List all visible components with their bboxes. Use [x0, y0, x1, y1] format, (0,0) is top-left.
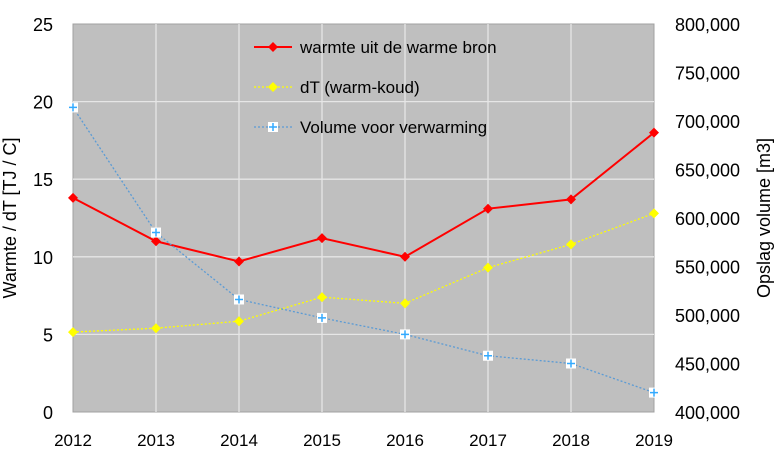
data-point	[234, 294, 244, 305]
y2-tick-label: 600,000	[675, 209, 740, 229]
data-point	[400, 251, 410, 262]
data-point	[268, 42, 278, 52]
y2-tick-label: 750,000	[675, 64, 740, 84]
x-tick-label: 2017	[469, 431, 507, 450]
data-point	[68, 192, 78, 203]
data-point	[268, 82, 278, 92]
legend-label: Volume voor verwarming	[300, 118, 487, 137]
legend-label: dT (warm-koud)	[300, 78, 420, 97]
data-point	[68, 102, 78, 113]
data-point	[566, 239, 576, 250]
y2-tick-label: 500,000	[675, 306, 740, 326]
x-tick-label: 2013	[137, 431, 175, 450]
x-tick-label: 2016	[386, 431, 424, 450]
data-point	[566, 194, 576, 205]
x-tick-label: 2014	[220, 431, 258, 450]
data-point	[268, 122, 278, 132]
y2-tick-label: 650,000	[675, 161, 740, 181]
y-tick-label: 15	[33, 170, 53, 190]
data-point	[483, 262, 493, 273]
data-point	[400, 329, 410, 340]
series-line	[72, 131, 655, 263]
data-point	[317, 233, 327, 244]
data-point	[151, 236, 161, 247]
data-point	[234, 256, 244, 267]
y-axis-label: Warmte / dT [TJ / C]	[0, 137, 20, 298]
data-point	[483, 203, 493, 214]
y2-tick-label: 400,000	[675, 403, 740, 423]
data-point	[483, 350, 493, 361]
y2-tick-label: 700,000	[675, 112, 740, 132]
data-point	[151, 227, 161, 238]
data-point	[566, 358, 576, 369]
data-point	[649, 208, 659, 219]
x-tick-label: 2019	[635, 431, 673, 450]
legend: warmte uit de warme bron dT (warm-koud) Vo…	[254, 38, 497, 137]
y-tick-label: 25	[33, 15, 53, 35]
y2-tick-label: 450,000	[675, 355, 740, 375]
data-point	[317, 292, 327, 303]
data-point	[317, 312, 327, 323]
data-point	[68, 327, 78, 338]
data-point	[400, 298, 410, 309]
y-tick-label: 5	[43, 325, 53, 345]
y-tick-label: 0	[43, 403, 53, 423]
y2-axis-label: Opslag volume [m3]	[754, 138, 774, 298]
series-line	[72, 107, 655, 394]
x-tick-label: 2015	[303, 431, 341, 450]
x-tick-label: 2012	[54, 431, 92, 450]
y-tick-label: 20	[33, 93, 53, 113]
data-point	[151, 323, 161, 334]
plot-area	[72, 23, 655, 413]
x-tick-label: 2018	[552, 431, 590, 450]
y-tick-label: 10	[33, 248, 53, 268]
y2-tick-label: 550,000	[675, 258, 740, 278]
legend-label: warmte uit de warme bron	[299, 38, 497, 57]
data-point	[649, 127, 659, 138]
y2-tick-label: 800,000	[675, 15, 740, 35]
data-point	[234, 316, 244, 327]
data-point	[649, 387, 659, 398]
series-line	[72, 212, 655, 333]
